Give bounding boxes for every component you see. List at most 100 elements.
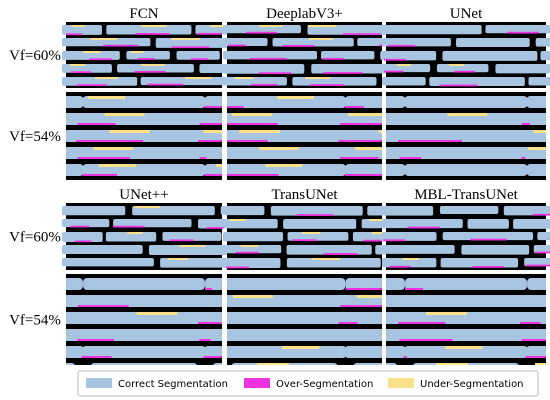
stripe [386,164,406,176]
under-seg [70,64,86,66]
stripes [227,96,382,176]
under-seg [435,363,468,365]
under-seg [527,147,546,150]
stripe [495,64,550,74]
over-seg [258,72,292,75]
over-seg [102,44,139,47]
stripe [382,25,482,35]
stripe [442,51,538,61]
over-seg [66,33,83,36]
over-seg [399,157,422,159]
stripe [176,51,220,60]
stripe [439,206,499,215]
over-seg [171,46,210,49]
stripe [537,232,550,241]
stripe [66,96,84,108]
stripe [287,232,349,241]
under-seg [308,38,334,40]
over-seg [76,140,144,142]
row-label: Vf=54% [9,129,61,145]
under-seg [0,164,25,167]
stripe [62,245,143,254]
over-seg [0,356,22,358]
stripe [227,346,347,358]
stripe [199,295,222,307]
stripe [521,113,546,125]
legend-swatch [388,378,414,388]
stripe [382,219,463,229]
over-seg [526,264,550,267]
segmentation-panel [382,203,550,270]
over-seg [246,31,278,34]
over-seg [282,44,315,47]
over-seg [190,58,209,61]
over-seg [206,227,224,229]
row-label: Vf=60% [9,230,61,246]
over-seg [323,72,363,74]
under-seg [240,245,259,247]
over-seg [137,58,155,60]
segmentation-panel [0,92,222,180]
over-seg [534,251,550,254]
stripe [535,38,550,47]
over-seg [344,174,382,176]
stripe [527,278,546,290]
under-seg [72,25,85,27]
stripe [227,295,351,307]
stripe [106,25,192,35]
legend-swatch [244,378,270,388]
stripe [503,206,550,216]
stripe [440,258,519,268]
stripe [344,96,382,108]
stripe [77,329,211,341]
over-seg [227,140,268,142]
over-seg [398,140,462,142]
stripe [386,346,407,358]
under-seg [179,245,206,247]
legend-box [77,370,539,397]
under-seg [93,147,134,150]
under-seg [305,77,331,79]
row-label: Vf=60% [9,48,61,64]
stripe [140,77,230,86]
stripe [205,278,222,290]
stripes [0,278,222,365]
under-seg [167,258,189,260]
over-seg [338,140,382,142]
over-seg [472,266,504,268]
under-seg [426,312,467,315]
over-seg [343,33,381,36]
over-seg [340,157,379,159]
segmentation-panel [386,92,546,180]
over-seg [384,58,406,61]
over-seg [77,305,129,307]
over-seg [251,83,277,86]
stripe [399,329,533,341]
stripe [344,346,382,358]
under-seg [276,96,314,99]
over-seg [77,339,115,341]
stripe [533,245,550,254]
stripe [520,312,546,324]
over-seg [249,57,288,60]
stripe [485,25,550,34]
under-seg [134,206,160,208]
stripe [198,130,222,142]
over-seg [135,33,170,35]
stripe [321,51,375,60]
stripe [338,312,382,324]
stripe [283,219,357,229]
stripe [513,219,550,229]
under-seg [265,164,303,167]
over-seg [296,214,334,216]
over-seg [340,305,382,307]
over-seg [407,226,440,229]
legend-label: Over-Segmentation [276,379,373,390]
under-seg [445,346,483,349]
stripe [403,346,529,358]
under-seg [347,113,382,116]
stripe [227,96,347,108]
stripe [199,113,222,125]
stripe [213,363,222,365]
